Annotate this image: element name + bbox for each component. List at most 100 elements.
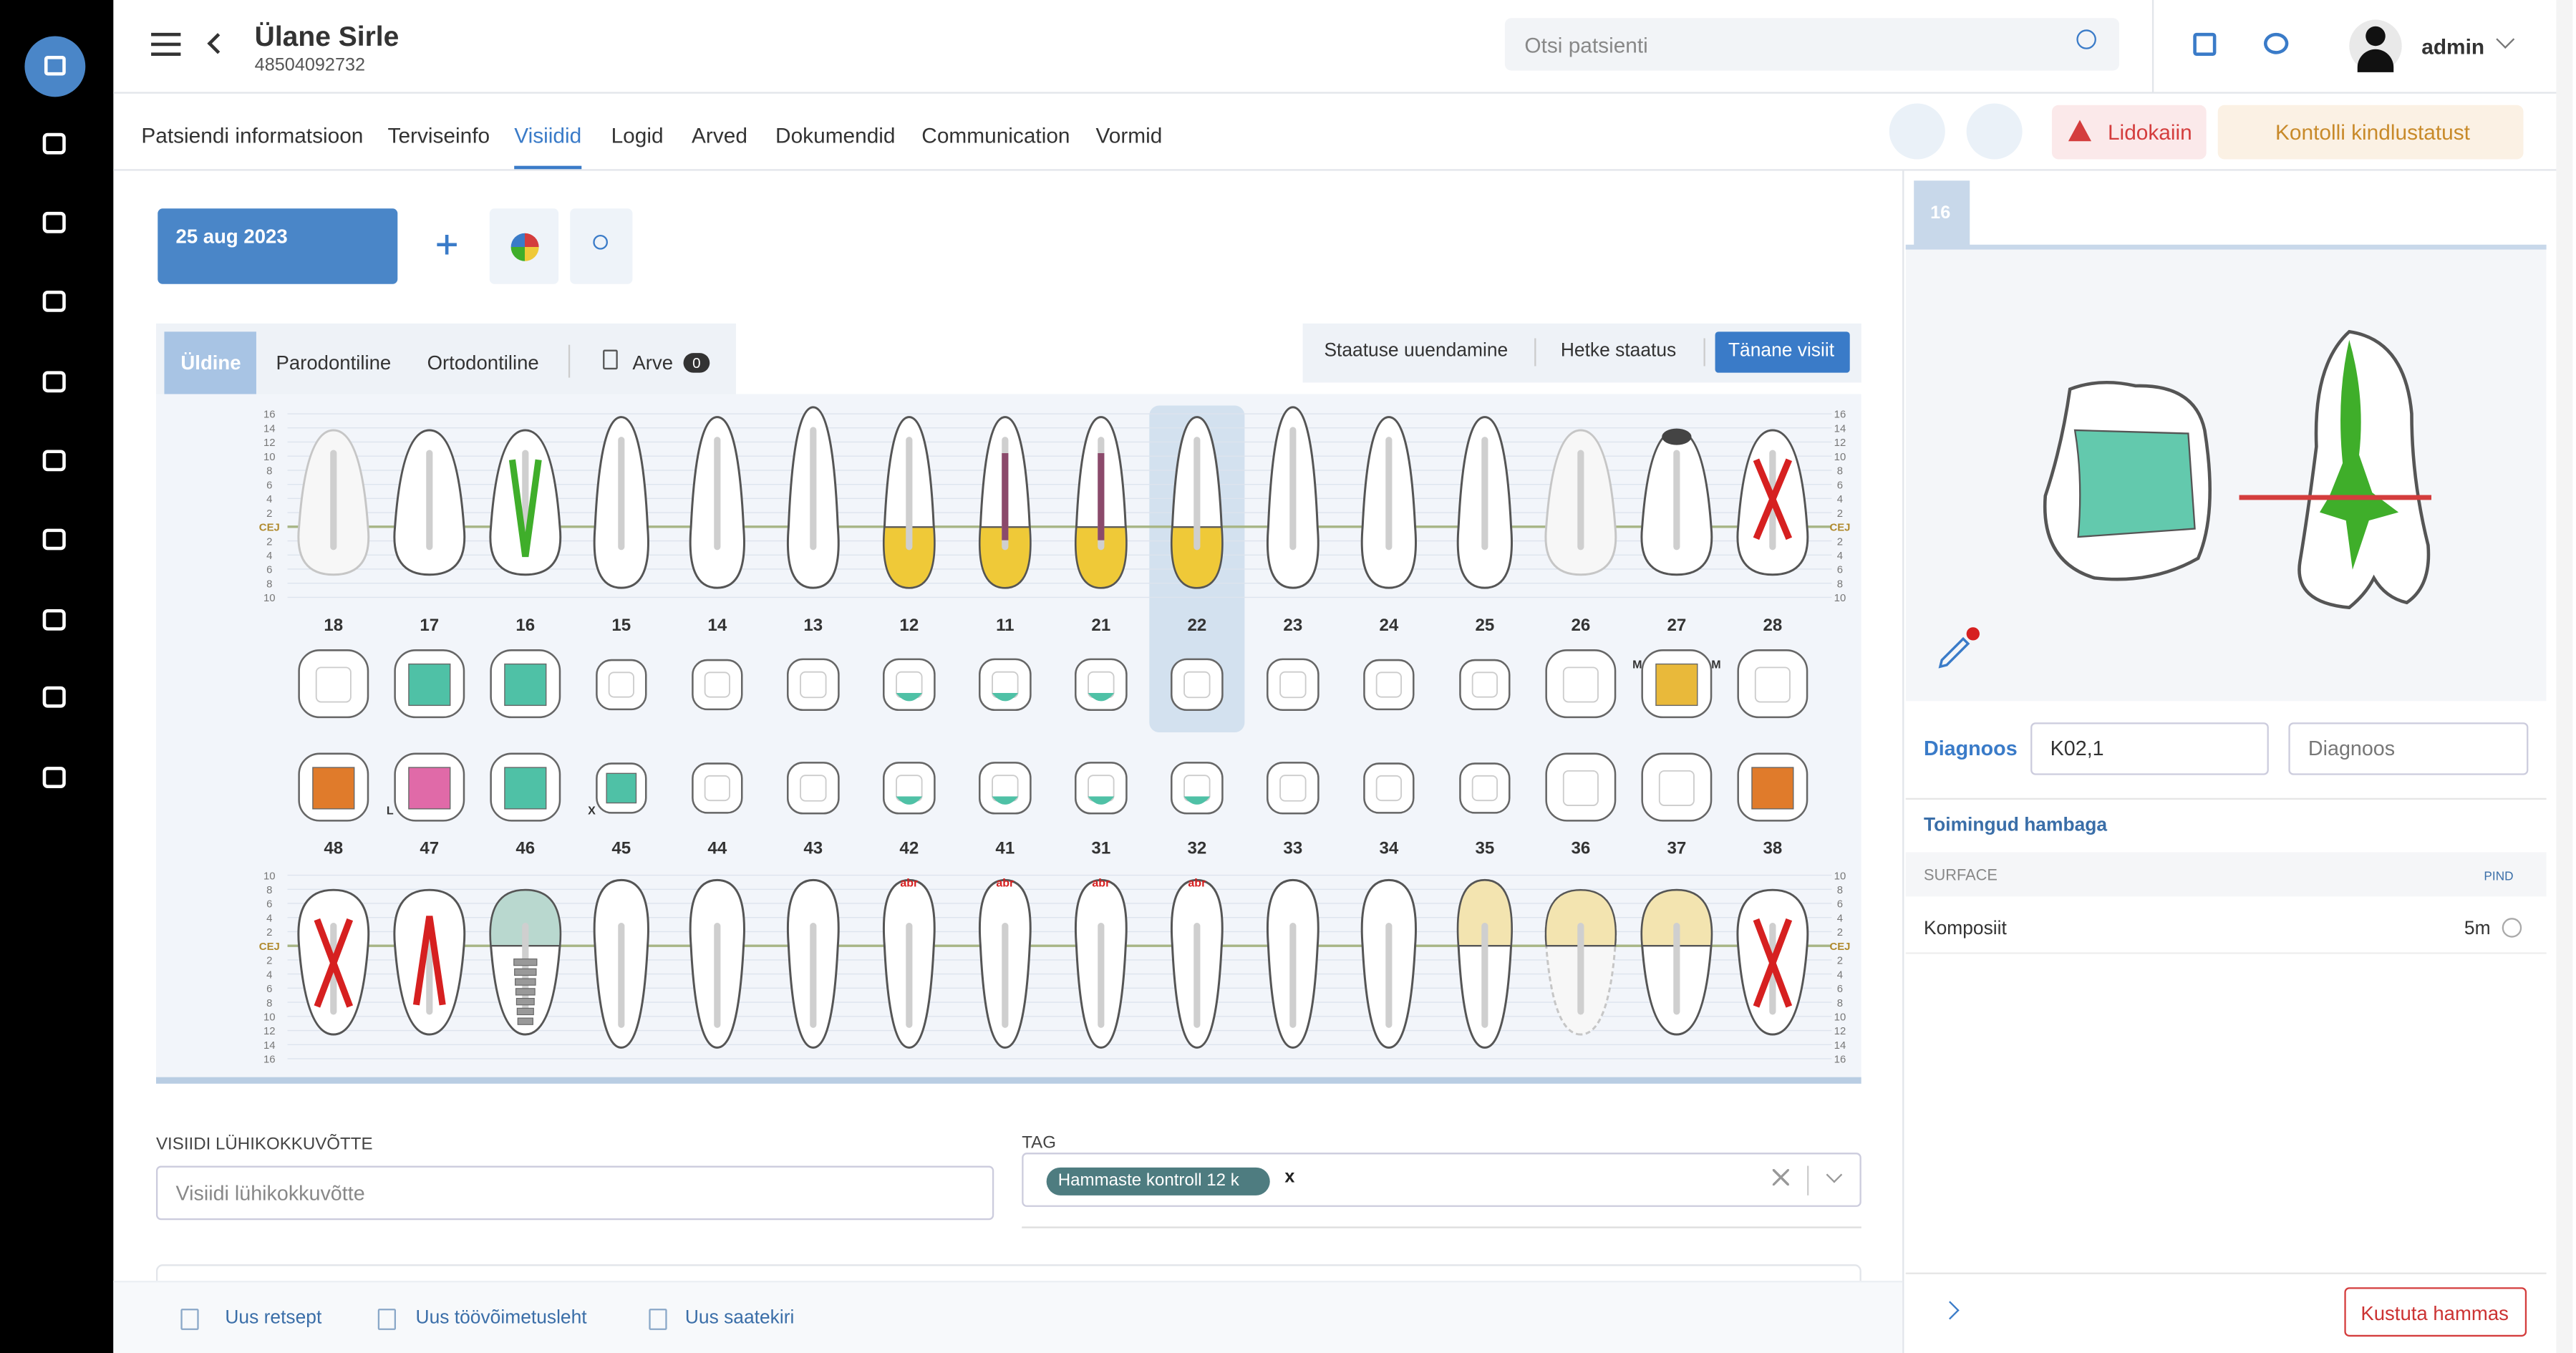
panel-tab-line [1905,244,2547,250]
tooth-number: 42 [899,839,919,858]
tooth-number: 12 [899,616,919,635]
tooth-note: abr [900,877,918,890]
nav-tab[interactable]: Terviseinfo [387,123,490,148]
occlusal-view [1641,752,1713,822]
scale-label: 10 [263,593,276,604]
round-action[interactable] [1966,103,2023,160]
occlusal-inner [608,671,634,698]
nav-tab[interactable]: Logid [611,123,664,148]
occlusal-inner [800,775,827,802]
user-menu-chevron[interactable] [2496,30,2515,49]
search-box[interactable]: Otsi patsienti [1504,18,2120,71]
edit-icon[interactable] [1938,636,1970,669]
chart-tab[interactable]: Parodontiline [276,351,392,374]
alert-button[interactable]: Lidokaiin [2051,105,2207,160]
occlusal-view [1737,649,1808,719]
tooth-number: 43 [803,839,823,858]
summary-input[interactable]: Visiidi lühikokkuvõtte [155,1165,994,1221]
tag-clear[interactable] [1772,1169,1789,1186]
nav-icon[interactable] [44,55,66,76]
occlusal-inner [315,666,352,703]
search-placeholder: Otsi patsienti [1524,32,1648,58]
date-button[interactable]: 25 aug 2023 [158,208,398,284]
nav-tab[interactable]: Vormid [1095,123,1163,148]
tooth-number: 17 [420,616,439,635]
scale-label: 4 [1837,913,1843,924]
procedure-remove[interactable] [2502,918,2522,938]
tooth-note: abr [996,877,1014,890]
tag-remove[interactable]: x [1284,1167,1295,1188]
procedures-header [1905,852,2547,897]
chart-tab[interactable]: Üldine [180,351,241,374]
chart-tab[interactable]: Ortodontiline [427,351,539,374]
tooth-number: 35 [1475,839,1494,858]
tooth-number: 26 [1571,616,1590,635]
occlusal-view [883,658,936,712]
nav-icon[interactable] [42,371,66,393]
tooth-number: 44 [707,839,727,858]
diagnosis-input[interactable]: Diagnoos [2288,722,2529,775]
insurance-button[interactable]: Kontolli kindlustatust [2217,105,2524,160]
menu-icon[interactable] [151,32,181,56]
nav-tab[interactable]: Communication [921,123,1070,148]
add-visit-v [445,234,448,255]
nav-active[interactable] [24,36,86,97]
implant-thread [517,1017,533,1025]
nav-icon[interactable] [42,450,66,472]
scale-label: 2 [1837,508,1843,520]
occlusal-view [1363,762,1415,814]
user-name[interactable]: admin [2421,34,2485,59]
extracted-mark [1753,458,1793,540]
tag-input[interactable]: Hammaste kontroll 12 k x [1022,1153,1861,1207]
nav-tab[interactable]: Dokumendid [775,123,896,148]
round-action[interactable] [1889,103,1945,160]
scale-label: 10 [1834,593,1846,604]
back-icon[interactable] [207,33,228,54]
nav-tab[interactable]: Visiidid [514,123,582,148]
tag-chip: Hammaste kontroll 12 k [1046,1167,1270,1196]
panel-divider [1902,170,1904,1353]
footer-action[interactable]: Uus retsept [225,1309,322,1329]
occlusal-fill [1655,663,1698,707]
alert-text: Lidokaiin [2107,120,2192,145]
panel-next[interactable] [1940,1301,1960,1320]
diagnosis-input[interactable]: K02,1 [2030,722,2269,775]
chart-tab-sep [568,344,571,378]
tooth-crown [883,526,936,589]
nav-icon[interactable] [42,608,66,631]
nav-icon[interactable] [42,686,66,708]
scale-label: 2 [266,956,272,967]
footer-action[interactable]: Uus saatekiri [684,1309,795,1329]
nav-icon[interactable] [42,132,66,155]
chart-tab[interactable]: Arve [632,351,674,374]
panel-tab[interactable] [1914,180,1970,247]
nav-tab[interactable]: Patsiendi informatsioon [141,123,364,148]
occlusal-inner [704,671,730,698]
nav-icon[interactable] [42,767,66,788]
nav-icon[interactable] [42,528,66,551]
inbox-icon[interactable] [2193,32,2217,56]
status-button[interactable]: Tänane visiit [1728,341,1835,362]
occlusal-inner [1471,671,1498,698]
delete-tooth[interactable]: Kustuta hammas [2344,1287,2527,1337]
tooth-crown [1171,526,1224,589]
diagnosis-placeholder: Diagnoos [2308,737,2396,760]
scale-label: CEJ [1829,523,1850,534]
nav-tab[interactable]: Arved [692,123,747,148]
occlusal-view [1545,649,1617,719]
scale-label: CEJ [259,941,280,953]
status-button[interactable]: Staatuse uuendamine [1324,341,1509,362]
occlusal-view [1459,762,1511,814]
chat-icon[interactable] [2263,32,2289,54]
occlusal-view [1459,659,1511,711]
nav-icon[interactable] [42,290,66,312]
nav-icon[interactable] [42,211,66,233]
tag-chevron[interactable] [1826,1166,1843,1183]
footer-action[interactable]: Uus töövõimetusleht [415,1309,587,1329]
tooth-number: 25 [1475,616,1494,635]
occlusal-inner [1562,770,1599,806]
status-button[interactable]: Hetke staatus [1560,341,1677,362]
date-text: 25 aug 2023 [175,225,288,248]
tooth-number: 33 [1283,839,1302,858]
panel-footer-line [1905,1272,2547,1274]
